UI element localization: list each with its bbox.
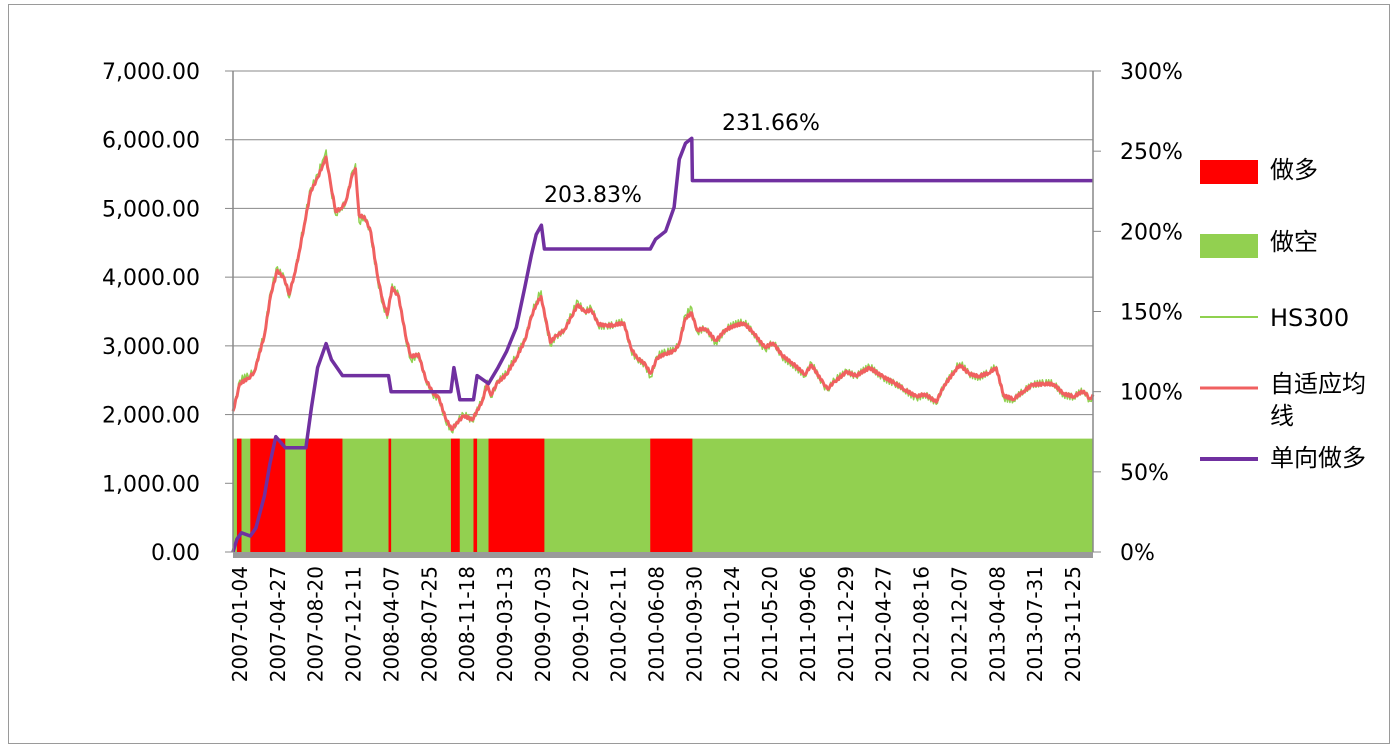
- y-left-tick-label: 2,000.00: [102, 404, 200, 429]
- series-lines: [231, 136, 1095, 553]
- y-axis-left-ticks: 0.00 1,000.00 2,000.00 3,000.00 4,000.00 5,00…: [102, 60, 233, 566]
- x-tick-label: 2010-02-11: [607, 566, 631, 682]
- annotations: 203.83% 231.66%: [544, 111, 820, 208]
- y-right-tick-label: 0%: [1120, 541, 1155, 566]
- y-right-tick-label: 200%: [1120, 220, 1183, 245]
- y-left-tick-label: 4,000.00: [102, 266, 200, 291]
- x-tick-label: 2011-05-20: [758, 566, 782, 682]
- series-line-自适应均线: [231, 155, 1095, 432]
- y-left-tick-label: 0.00: [151, 541, 200, 566]
- x-tick-label: 2009-03-13: [493, 566, 517, 682]
- long-region: [473, 438, 478, 552]
- y-right-tick-label: 300%: [1120, 60, 1183, 85]
- x-tick-label: 2007-12-11: [342, 566, 366, 682]
- legend-label: 自适应均线: [1270, 370, 1366, 430]
- x-tick-label: 2012-12-07: [947, 566, 971, 682]
- x-tick-label: 2013-04-08: [985, 566, 1009, 682]
- long-region: [388, 438, 392, 552]
- annotation-label: 231.66%: [722, 111, 820, 136]
- legend-label: 单向做多: [1270, 444, 1366, 472]
- x-tick-label: 2011-09-06: [796, 566, 820, 682]
- long-region: [250, 438, 286, 552]
- regime-band: [233, 438, 1093, 552]
- long-region: [305, 438, 343, 552]
- y-left-tick-label: 6,000.00: [102, 129, 200, 154]
- x-tick-label: 2007-01-04: [228, 566, 252, 682]
- long-region: [236, 438, 242, 552]
- y-left-tick-label: 7,000.00: [102, 60, 200, 85]
- x-tick-label: 2008-11-18: [455, 566, 479, 682]
- x-tick-label: 2011-01-24: [720, 566, 744, 682]
- y-left-tick-label: 1,000.00: [102, 472, 200, 497]
- y-right-tick-label: 50%: [1120, 461, 1169, 486]
- x-tick-label: 2009-10-27: [569, 566, 593, 682]
- x-tick-label: 2008-07-25: [417, 566, 441, 682]
- x-tick-label: 2011-12-29: [834, 566, 858, 682]
- x-axis-ticks: 2007-01-04 2007-04-27 2007-08-20 2007-12-11…: [228, 566, 1085, 682]
- y-left-tick-label: 3,000.00: [102, 335, 200, 360]
- x-tick-label: 2007-08-20: [304, 566, 328, 682]
- series-line-HS300: [232, 149, 1094, 434]
- x-tick-label: 2012-08-16: [910, 566, 934, 682]
- gridlines: [233, 70, 1093, 484]
- x-tick-label: 2013-07-31: [1023, 566, 1047, 682]
- y-right-tick-label: 250%: [1120, 140, 1183, 165]
- legend-label: HS300: [1270, 304, 1349, 332]
- long-region: [450, 438, 460, 552]
- x-tick-label: 2007-04-27: [266, 566, 290, 682]
- x-tick-label: 2009-07-03: [531, 566, 555, 682]
- y-axis-right-ticks: 0% 50% 100% 150% 200% 250% 300%: [1093, 60, 1183, 566]
- series-line-单向做多: [231, 136, 1093, 553]
- y-right-tick-label: 100%: [1120, 381, 1183, 406]
- legend-label: 做多: [1270, 156, 1318, 184]
- x-tick-label: 2012-04-27: [872, 566, 896, 682]
- x-tick-label: 2013-11-25: [1061, 566, 1085, 682]
- x-axis: [233, 552, 1093, 558]
- legend-label: 做空: [1270, 228, 1318, 256]
- y-right-tick-label: 150%: [1120, 301, 1183, 326]
- annotation-label: 203.83%: [544, 183, 642, 208]
- x-tick-label: 2010-09-30: [682, 566, 706, 682]
- y-left-tick-label: 5,000.00: [102, 197, 200, 222]
- x-tick-label: 2008-04-07: [379, 566, 403, 682]
- long-region: [488, 438, 545, 552]
- x-tick-label: 2010-06-08: [645, 566, 669, 682]
- long-region: [650, 438, 693, 552]
- legend-swatch-short: [1200, 234, 1258, 258]
- legend-swatch-long: [1200, 160, 1258, 184]
